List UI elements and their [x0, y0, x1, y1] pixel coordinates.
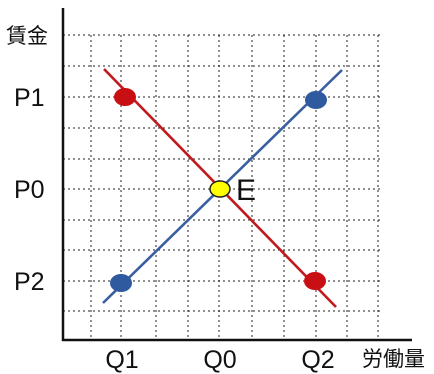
y-tick-p0: P0 [14, 176, 45, 204]
y-tick-p1: P1 [14, 84, 45, 112]
equilibrium-label: E [236, 174, 256, 207]
x-tick-q0: Q0 [203, 346, 236, 374]
demand-point-p1-q1 [114, 88, 136, 106]
x-tick-q1: Q1 [105, 346, 138, 374]
demand-point-p2-q2 [304, 272, 326, 290]
y-tick-p2: P2 [14, 268, 45, 296]
supply-point-p2-q1 [110, 274, 132, 292]
y-axis-title: 賃金 [6, 25, 48, 48]
x-tick-q2: Q2 [301, 346, 334, 374]
supply-point-p1-q2 [305, 91, 327, 109]
equilibrium-point [209, 180, 231, 198]
x-axis-title: 労働量 [362, 348, 425, 371]
